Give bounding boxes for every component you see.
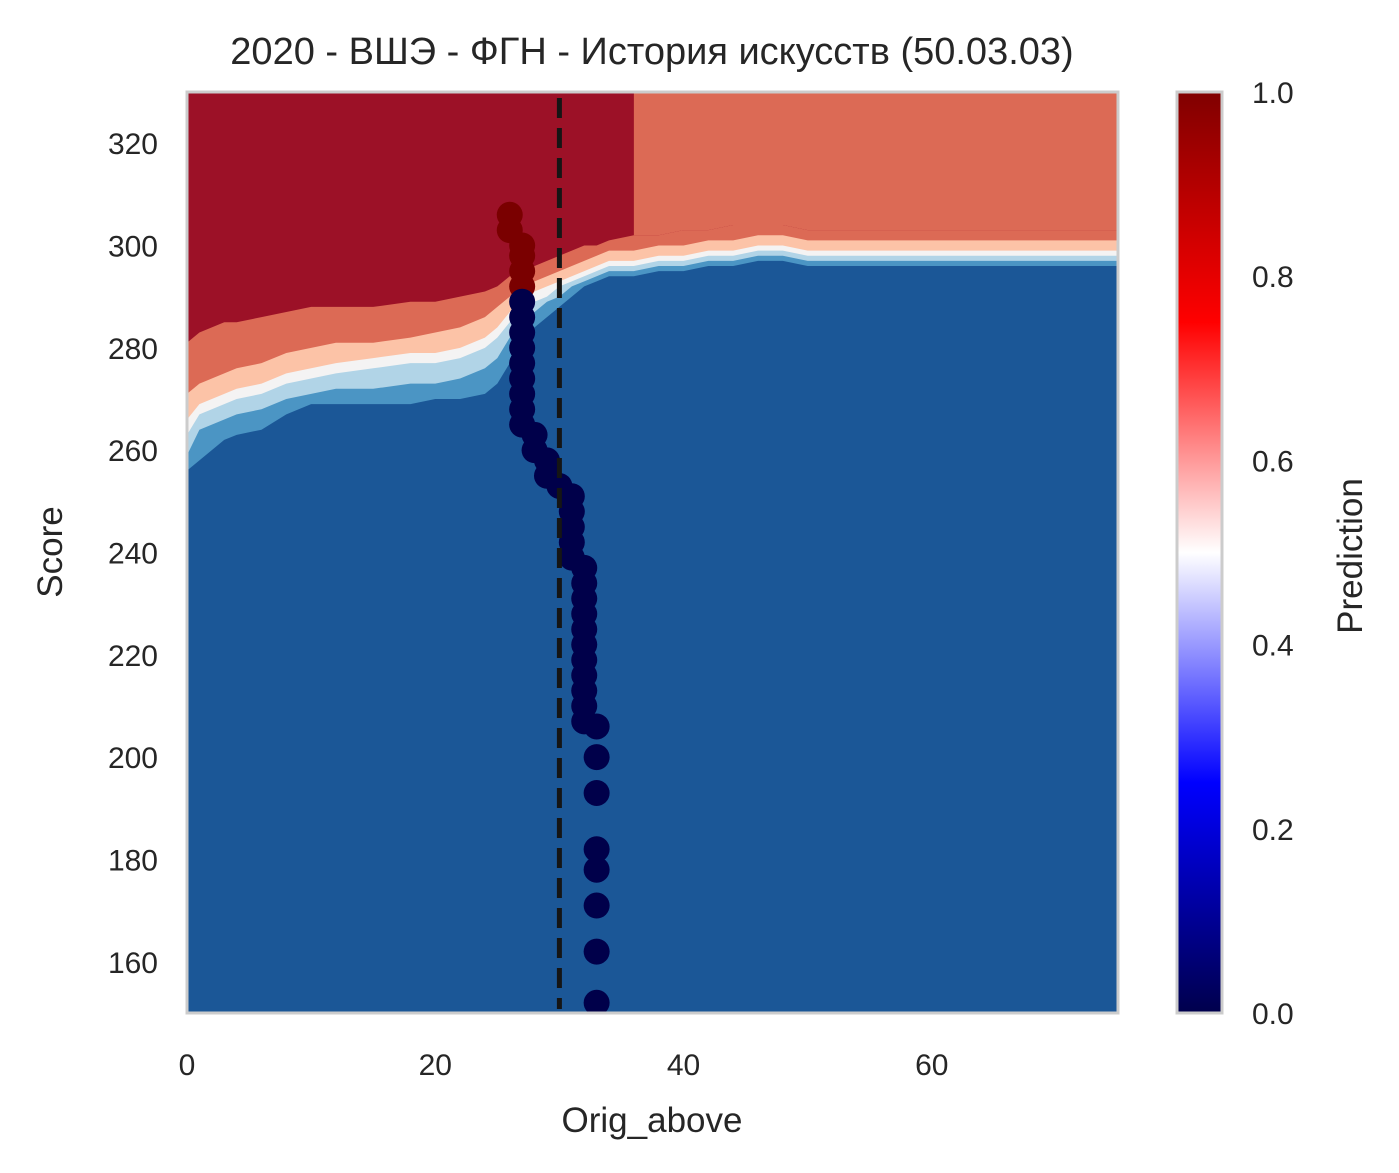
y-tick-label: 240	[108, 538, 158, 571]
x-tick-label: 20	[419, 1049, 452, 1082]
data-point-rejected	[583, 713, 610, 740]
x-tick-label: 40	[667, 1049, 700, 1082]
colorbar-tick-label: 0.0	[1252, 998, 1294, 1031]
colorbar-ticks: 0.0 0.2 0.4 0.6 0.8 1.0	[1252, 77, 1294, 1031]
x-axis-label: Orig_above	[562, 1101, 743, 1140]
y-tick-label: 160	[108, 947, 158, 980]
x-tick-label: 60	[915, 1049, 948, 1082]
data-point-rejected	[583, 744, 610, 771]
colorbar-gradient	[1175, 90, 1224, 1015]
plot-frame	[185, 90, 1120, 1015]
data-point-rejected	[583, 938, 610, 965]
data-point-rejected	[583, 892, 610, 919]
y-tick-label: 260	[108, 435, 158, 468]
contour-fill	[187, 92, 1118, 1013]
data-point-rejected	[583, 779, 610, 806]
x-tick-label: 0	[179, 1049, 196, 1082]
y-tick-label: 200	[108, 742, 158, 775]
chart-title: 2020 - ВШЭ - ФГН - История искусств (50.…	[230, 31, 1073, 73]
y-tick-label: 180	[108, 845, 158, 878]
colorbar-label: Prediction	[1331, 478, 1370, 634]
x-axis-ticks: 0 20 40 60	[179, 1049, 949, 1082]
colorbar-tick-label: 0.2	[1252, 814, 1294, 847]
y-tick-label: 320	[108, 128, 158, 161]
data-point-rejected	[583, 856, 610, 883]
plot-area	[185, 90, 1120, 1015]
colorbar-tick-label: 0.4	[1252, 630, 1294, 663]
colorbar: 0.0 0.2 0.4 0.6 0.8 1.0 Prediction	[1175, 77, 1370, 1031]
contour-region-upper-band	[633, 92, 1118, 236]
y-tick-label: 300	[108, 231, 158, 264]
colorbar-tick-label: 0.6	[1252, 445, 1294, 478]
y-axis-ticks: 160 180 200 220 240 260 280 300 320	[108, 128, 158, 980]
y-tick-label: 280	[108, 333, 158, 366]
colorbar-tick-label: 1.0	[1252, 77, 1294, 110]
data-point-rejected	[583, 836, 610, 863]
y-axis-label: Score	[31, 506, 70, 597]
y-tick-label: 220	[108, 640, 158, 673]
data-point-rejected	[583, 989, 610, 1013]
colorbar-tick-label: 0.8	[1252, 261, 1294, 294]
data-points	[496, 201, 610, 1013]
